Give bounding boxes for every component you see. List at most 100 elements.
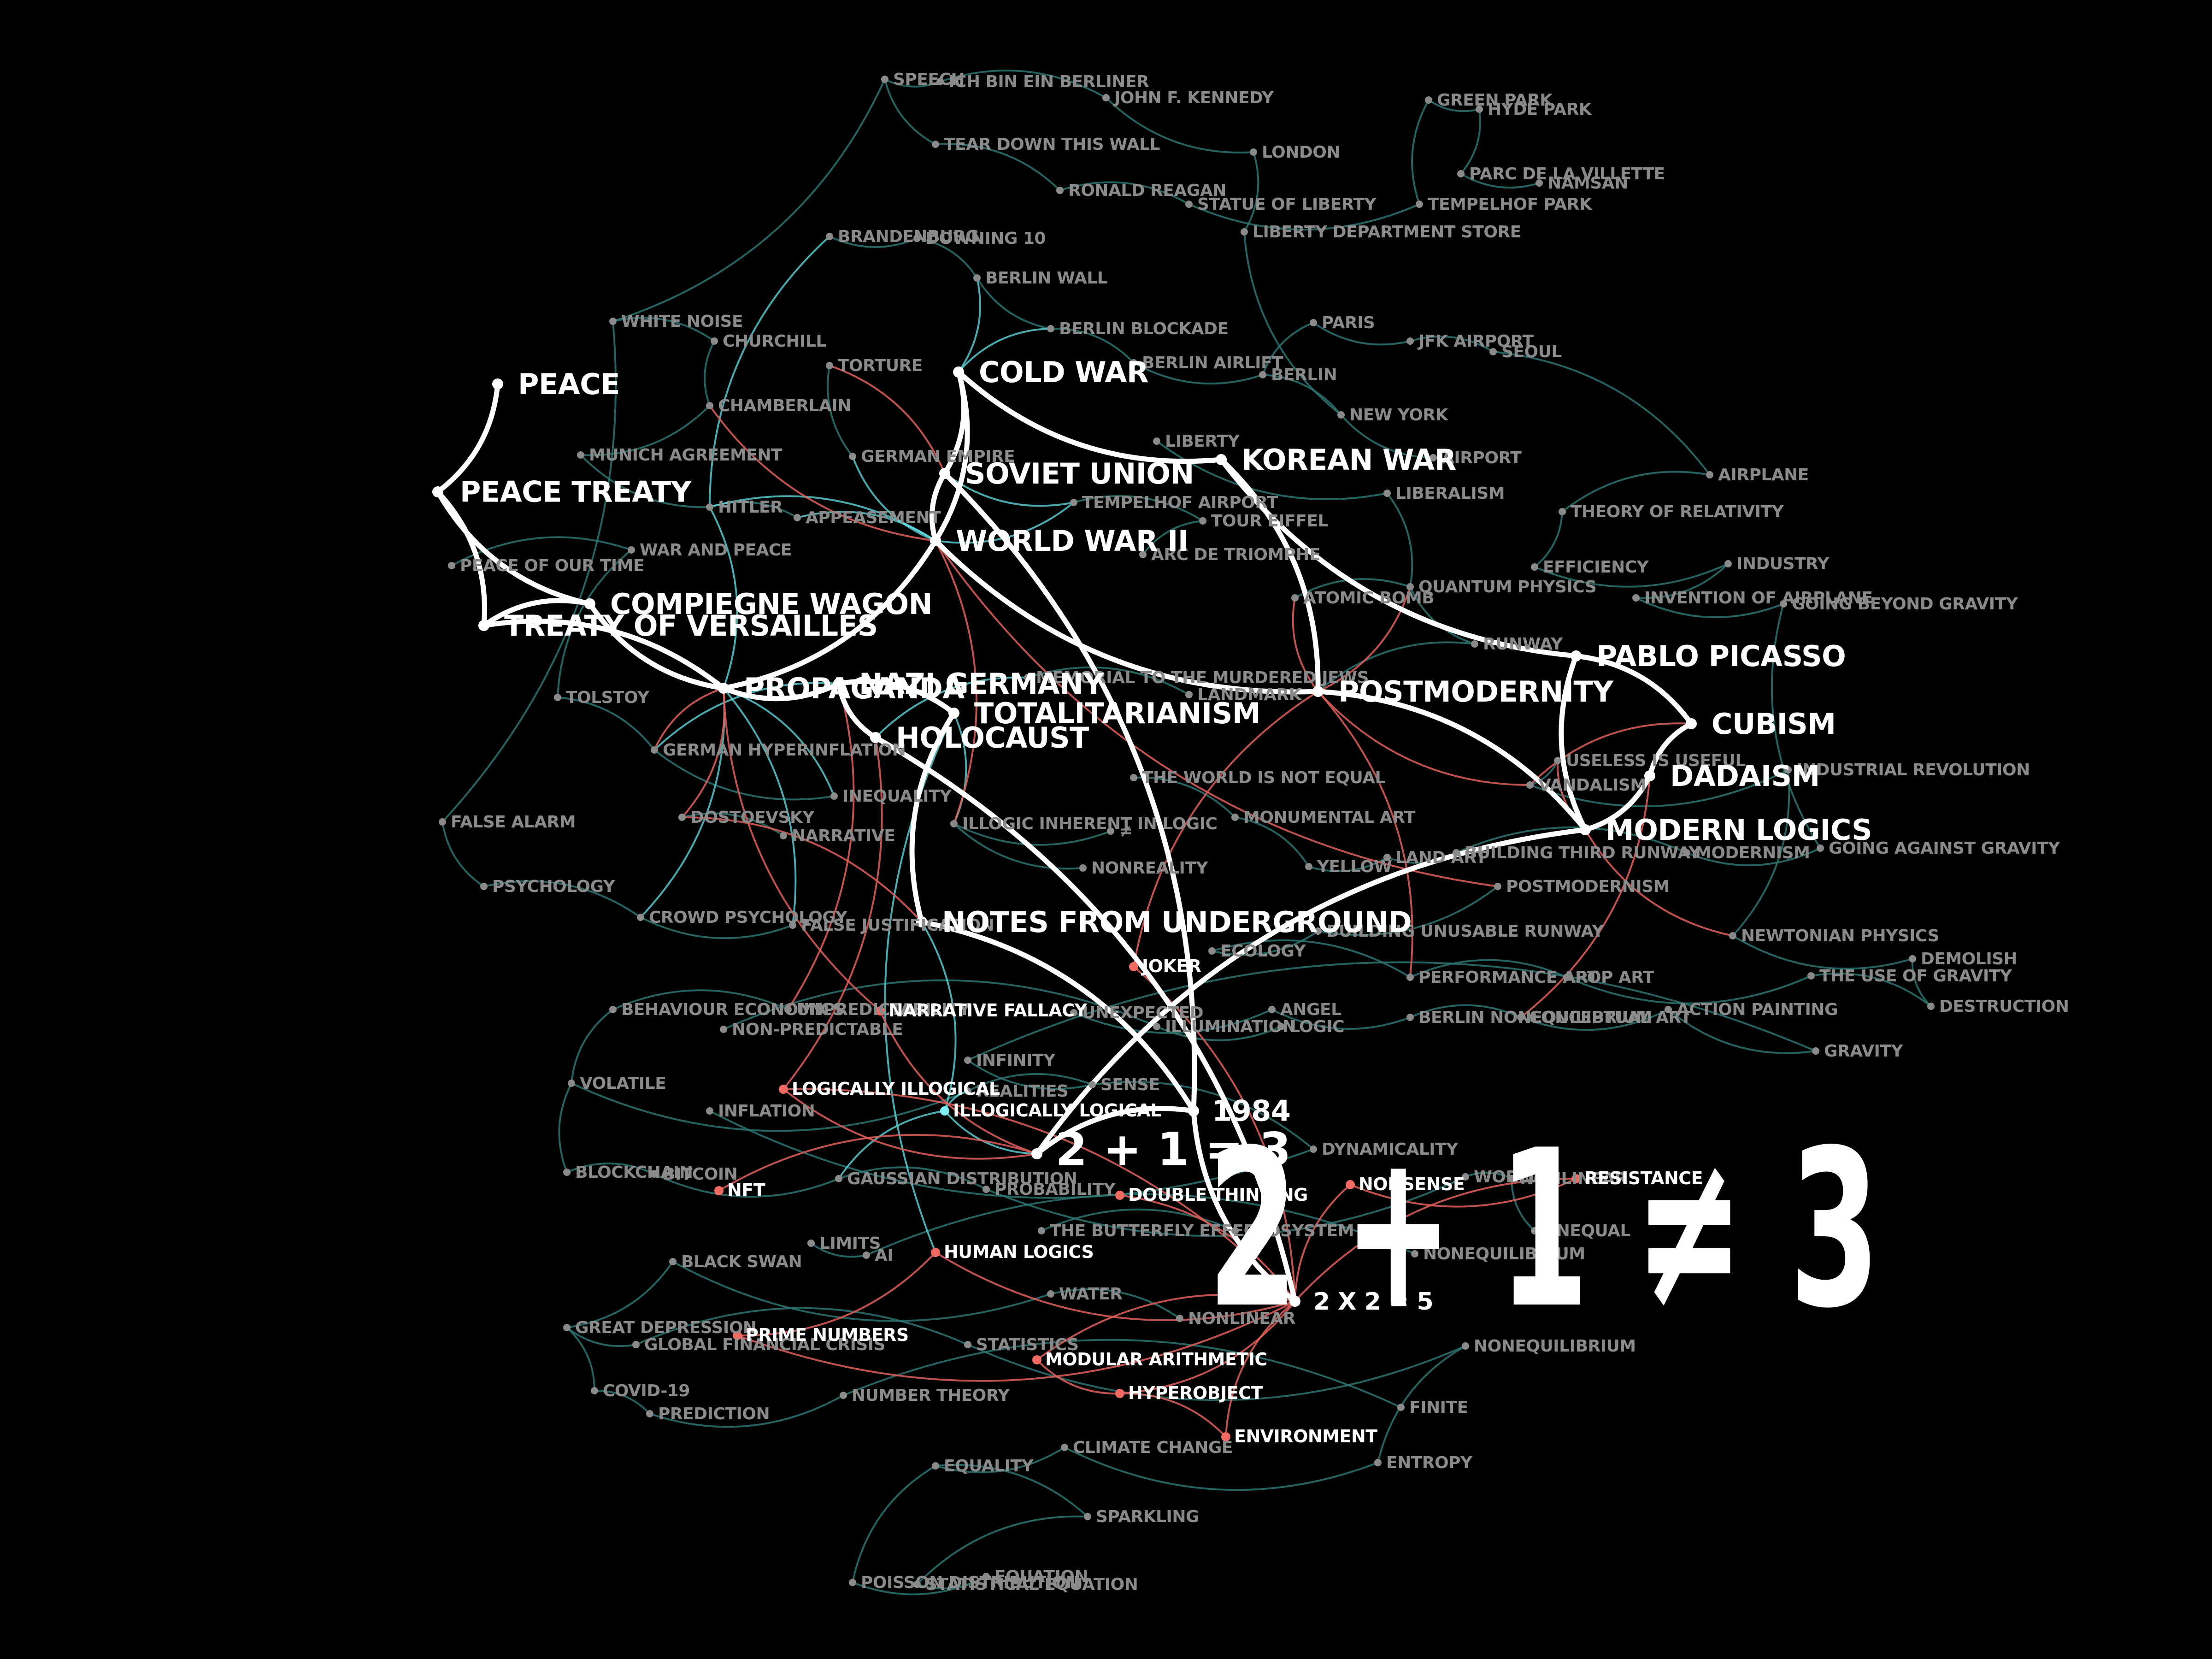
- edge-seoul-airplane: [1492, 351, 1711, 476]
- label-soviet: SOVIET UNION: [965, 457, 1194, 490]
- label-speech: SPEECH: [893, 70, 965, 89]
- edge-cubism-vandalism: [1529, 722, 1692, 786]
- label-destruction: DESTRUCTION: [1939, 997, 2069, 1016]
- node-numbertheory: [840, 1392, 847, 1399]
- edge-nazi-hyperinflation: [653, 682, 840, 751]
- node-seoul: [1489, 348, 1497, 355]
- node-compiegne: [584, 598, 595, 609]
- label-illumination: ILLUMINATION: [1165, 1017, 1296, 1036]
- label-hydepark: HYDE PARK: [1488, 100, 1592, 119]
- edge-munich-hitler: [580, 454, 711, 508]
- node-chamberlain: [706, 402, 713, 409]
- edge-compiegne-propaganda: [587, 601, 726, 691]
- node-holocaust: [870, 732, 881, 743]
- node-monumental: [1231, 814, 1239, 821]
- node-building3: [1453, 849, 1460, 856]
- edge-dadaism-conceptual: [1520, 775, 1651, 1018]
- node-modernlogics: [1580, 824, 1591, 835]
- node-hydepark: [1476, 106, 1483, 113]
- label-nonequilibrium: NONEQUILIBRIUM: [1423, 1245, 1585, 1263]
- edge-ww2-coldwar: [933, 369, 970, 543]
- label-world: WORLD: [1474, 1168, 1542, 1187]
- node-ecosystem: [1231, 1227, 1239, 1234]
- node-demolish: [1909, 955, 1916, 962]
- label-holocaust: HOLOCAUST: [896, 721, 1089, 755]
- edge-ww2-soviet: [929, 471, 947, 543]
- edge-popart-useofgravity: [1566, 975, 1812, 1004]
- edge-holocaust-logicallyillogical: [782, 737, 883, 1090]
- edge-entropy-nonequilibrium2: [1377, 1345, 1466, 1464]
- edge-ww2-postmodernity: [933, 538, 1321, 695]
- node-humanlogics: [931, 1248, 940, 1257]
- edge-nazi-totalitarianism: [836, 679, 957, 716]
- label-atomicbomb: ATOMIC BOMB: [1303, 589, 1434, 608]
- node-nazi: [833, 678, 844, 689]
- label-resistance: RESISTANCE: [1584, 1168, 1703, 1188]
- node-landmark: [1185, 691, 1193, 698]
- node-inflation: [706, 1107, 713, 1115]
- node-twoxtwo: [1289, 1296, 1300, 1307]
- edge-ww2-chamberlain: [709, 405, 936, 542]
- edge-numbertheory-finite: [842, 1339, 1402, 1408]
- label-water: WATER: [1059, 1285, 1123, 1304]
- label-warpeace: WAR AND PEACE: [640, 541, 792, 560]
- edge-berlin-newyork: [1262, 374, 1342, 416]
- node-newyork: [1337, 411, 1345, 419]
- label-dostoevsky: DOSTOEVSKY: [690, 808, 815, 827]
- label-covid: COVID-19: [603, 1382, 690, 1400]
- label-useofgravity: THE USE OF GRAVITY: [1819, 967, 2012, 986]
- edge-memorial-landmark: [1027, 666, 1190, 696]
- node-nonequilibrium2: [1462, 1342, 1469, 1350]
- edge-berlinwall-coldwar: [958, 277, 981, 373]
- edge-libertydept-newyork: [1243, 231, 1342, 416]
- node-falsealarm: [439, 818, 446, 826]
- label-joker: JOKER: [1141, 956, 1201, 976]
- edge-newyork-airport: [1340, 414, 1434, 459]
- node-resistance: [1571, 1174, 1581, 1183]
- node-hitler: [706, 503, 713, 511]
- edge-jfk-london: [1105, 97, 1254, 154]
- label-primenumbers: PRIME NUMBERS: [746, 1325, 909, 1345]
- edge-jfkairport-seoul: [1409, 336, 1494, 353]
- edge-climate-entropy: [1064, 1446, 1379, 1491]
- node-paris: [1310, 319, 1317, 326]
- edge-equation-statequation: [916, 1576, 987, 1590]
- label-buildingunusable: BUILDING UNUSABLE RUNWAY: [1326, 922, 1604, 941]
- edge-world-nonlinear2: [1465, 1171, 1512, 1180]
- label-modernlogics: MODERN LOGICS: [1606, 813, 1872, 847]
- node-bitcoin: [651, 1170, 658, 1178]
- node-runway: [1471, 640, 1478, 648]
- label-actionpainting: ACTION PAINTING: [1677, 1000, 1838, 1019]
- edge-realities-sense: [967, 1073, 1093, 1092]
- edge-london-libertydept: [1243, 151, 1259, 233]
- node-greatdepression: [563, 1324, 571, 1331]
- node-blackswan: [669, 1258, 677, 1265]
- node-sparkling: [1084, 1513, 1091, 1520]
- label-newtonian: NEWTONIAN PHYSICS: [1741, 927, 1939, 945]
- node-notes: [916, 916, 927, 927]
- edge-modernism-goingagainst: [1686, 847, 1821, 867]
- node-peacetreaty: [432, 486, 443, 497]
- edge-runway-postmodernity: [1317, 641, 1476, 692]
- node-performance: [1406, 974, 1414, 981]
- node-greenpark: [1425, 96, 1432, 104]
- node-narrativefallacy: [876, 1006, 885, 1015]
- edge-conceptual-actionpainting: [1520, 1009, 1669, 1031]
- node-realities: [964, 1087, 971, 1095]
- node-primenumbers: [733, 1331, 742, 1340]
- edge-modular-hyperobject: [1036, 1359, 1121, 1395]
- label-performance: PERFORMANCE ART: [1418, 968, 1599, 987]
- label-goingbeyond: GOING BEYOND GRAVITY: [1792, 595, 2018, 614]
- node-finite: [1397, 1404, 1405, 1411]
- edge-propaganda-narrativefallacy: [723, 687, 881, 1012]
- label-sense: SENSE: [1100, 1075, 1160, 1094]
- label-uselessuseful: USELESS IS USEFUL: [1566, 751, 1746, 770]
- edge-warpeace-tolstoy: [557, 549, 632, 698]
- node-churchill: [711, 337, 718, 345]
- label-logic: LOGIC: [1289, 1017, 1344, 1036]
- label-statequation: STATISTICAL EQUATION: [925, 1575, 1138, 1594]
- edge-behaviour-unpredictability: [612, 989, 789, 1010]
- node-equality: [932, 1462, 939, 1470]
- node-tolstoy: [554, 694, 561, 701]
